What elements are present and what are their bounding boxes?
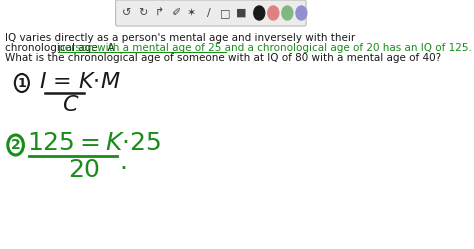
Text: $20$: $20$ <box>68 158 100 182</box>
Text: $125 = \mathit{K}{\cdot}25$: $125 = \mathit{K}{\cdot}25$ <box>27 131 162 155</box>
Text: ↻: ↻ <box>138 8 147 18</box>
Text: person with a mental age of 25 and a chronological age of 20 has an IQ of 125.: person with a mental age of 25 and a chr… <box>58 43 472 53</box>
Text: IQ varies directly as a person's mental age and inversely with their: IQ varies directly as a person's mental … <box>5 33 355 43</box>
Text: ↺: ↺ <box>122 8 131 18</box>
Text: □: □ <box>219 8 230 18</box>
FancyBboxPatch shape <box>116 0 306 26</box>
Text: ✐: ✐ <box>171 8 181 18</box>
Text: ∕: ∕ <box>207 8 210 18</box>
Circle shape <box>268 6 279 20</box>
Text: 2: 2 <box>11 138 20 152</box>
Text: chronological age.  A: chronological age. A <box>5 43 118 53</box>
Text: 1: 1 <box>18 76 26 89</box>
Circle shape <box>254 6 264 20</box>
Text: $\mathit{C}$: $\mathit{C}$ <box>62 95 79 115</box>
Circle shape <box>282 6 293 20</box>
Circle shape <box>296 6 307 20</box>
Text: $\mathit{I}$ = $\mathit{K}{\cdot}\mathit{M}$: $\mathit{I}$ = $\mathit{K}{\cdot}\mathit… <box>39 72 121 92</box>
Text: ↱: ↱ <box>155 8 164 18</box>
Text: What is the chronological age of someone with at IQ of 80 with a mental age of 4: What is the chronological age of someone… <box>5 53 441 63</box>
Text: ✶: ✶ <box>187 8 197 18</box>
Text: .: . <box>119 150 128 174</box>
Text: ■: ■ <box>236 8 246 18</box>
